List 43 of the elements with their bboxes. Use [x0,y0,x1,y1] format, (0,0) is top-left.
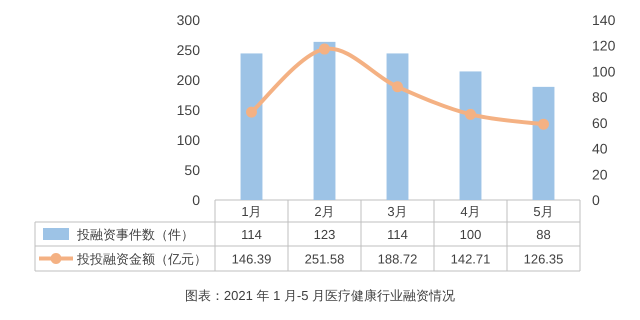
point [246,106,257,118]
point [465,108,476,120]
y2-tick-label: 60 [592,114,608,131]
y-tick-label: 100 [176,132,200,148]
data-label: 188.72 [378,252,418,266]
point [319,44,330,55]
bar [460,71,482,200]
x-tick-label: 1月 [241,204,262,219]
bar [532,86,554,200]
data-label: 146.39 [232,252,272,266]
y-tick-label: 150 [176,102,200,118]
data-label: 142.71 [450,252,490,266]
x-tick-label: 5月 [533,204,554,219]
y-tick-label: 300 [176,12,200,28]
y2-tick-label: 80 [592,89,608,106]
point [392,81,403,92]
y-tick-label: 200 [176,72,200,88]
x-tick-label: 2月 [314,204,335,219]
data-label: 251.58 [304,252,344,266]
data-label: 126.35 [524,252,564,266]
y2-tick-label: 140 [592,12,616,28]
y2-tick-label: 120 [592,38,616,54]
bar [240,53,262,200]
y2-tick-label: 0 [592,192,600,208]
data-label: 123 [314,227,336,242]
y-tick-label: 0 [192,192,200,208]
y-tick-label: 50 [184,162,200,178]
data-label: 100 [460,227,482,242]
y2-tick-label: 20 [592,166,608,182]
data-label: 114 [241,227,262,242]
data-label: 114 [387,227,408,242]
x-tick-label: 4月 [460,204,481,219]
data-label: 88 [536,227,551,242]
legend-label: 投融资事件数（件） [76,227,194,242]
bar [386,53,408,200]
y-tick-label: 250 [176,42,200,58]
y2-tick-label: 40 [592,140,608,157]
text: 图表：2021 年 1 月-5 月医疗健康行业融资情况 [184,288,456,303]
legend-label: 投投融资金额（亿元） [76,252,207,266]
x-tick-label: 3月 [387,204,408,219]
bar [314,42,336,200]
y2-tick-label: 100 [592,63,616,80]
point [538,118,549,130]
